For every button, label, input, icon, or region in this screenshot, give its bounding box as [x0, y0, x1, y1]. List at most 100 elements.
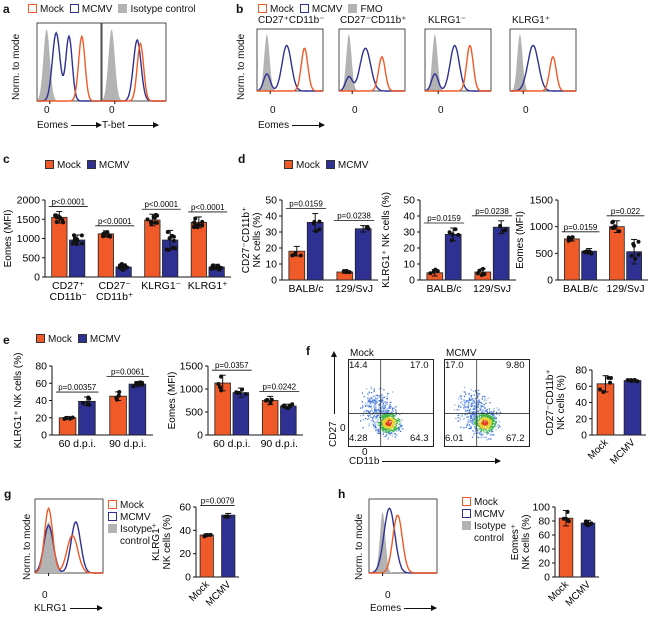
event-dot	[381, 414, 383, 417]
event-dot	[378, 406, 381, 408]
isotype-swatch-icon	[462, 521, 471, 530]
data-point	[601, 390, 606, 395]
event-dot	[388, 432, 390, 435]
event-dot	[377, 394, 379, 397]
event-dot	[470, 404, 472, 407]
event-dot	[472, 423, 475, 425]
event-dot	[382, 400, 384, 403]
event-dot	[480, 426, 482, 428]
event-dot	[458, 405, 460, 408]
event-dot	[486, 419, 488, 421]
panel-g-legend: Mock MCMV Isotype control	[108, 500, 152, 547]
event-dot	[370, 388, 372, 390]
legend-mock: Mock	[108, 500, 144, 511]
event-dot	[378, 407, 380, 409]
event-dot	[376, 415, 378, 417]
event-dot	[370, 401, 373, 403]
event-dot	[391, 417, 393, 419]
event-dot	[468, 424, 471, 426]
event-dot	[389, 405, 392, 407]
event-dot	[464, 399, 466, 401]
event-dot	[383, 418, 385, 420]
event-dot	[481, 423, 483, 425]
dotplot-title: MCMV	[446, 348, 477, 359]
arrow-right-icon	[292, 121, 326, 128]
event-dot	[486, 413, 488, 416]
event-dot	[361, 392, 364, 394]
event-dot	[385, 415, 387, 418]
data-point	[636, 252, 641, 257]
data-point	[612, 224, 617, 229]
data-point	[570, 235, 575, 240]
event-dot	[495, 413, 498, 415]
data-point	[240, 387, 245, 392]
event-dot	[389, 417, 391, 420]
event-dot	[385, 428, 388, 430]
event-dot	[369, 414, 371, 416]
event-dot	[376, 414, 379, 416]
event-dot	[385, 405, 387, 407]
event-dot	[386, 393, 389, 395]
event-dot	[472, 408, 474, 411]
event-dot	[389, 413, 391, 415]
event-dot	[457, 416, 459, 419]
event-dot	[490, 433, 492, 435]
zero-tick: 0	[270, 105, 276, 116]
event-dot	[485, 431, 487, 434]
event-dot	[365, 410, 367, 412]
event-dot	[397, 427, 399, 429]
xlabel-text: KLRG1	[34, 603, 67, 614]
isotype-curve	[369, 511, 437, 573]
event-dot	[470, 427, 472, 429]
event-dot	[492, 412, 494, 414]
mcmv-curve	[37, 31, 101, 102]
event-dot	[470, 411, 472, 414]
panel-d-legend: Mock MCMV	[284, 160, 368, 171]
legend-fmo: FMO	[348, 4, 383, 15]
arrow-right-icon	[69, 604, 103, 611]
event-dot	[480, 434, 482, 436]
event-dot	[364, 410, 366, 412]
data-point	[435, 269, 440, 274]
category-label: BALB/c	[563, 283, 598, 295]
event-dot	[489, 428, 491, 430]
event-dot	[459, 396, 461, 398]
event-dot	[379, 431, 381, 433]
p-value-label: p<0.0001	[51, 198, 85, 207]
mock-swatch-icon	[36, 334, 45, 343]
event-dot	[482, 412, 484, 414]
event-dot	[474, 408, 476, 410]
bar-mock	[261, 400, 279, 436]
event-dot	[456, 414, 459, 416]
event-dot	[367, 410, 369, 412]
event-dot	[365, 404, 368, 406]
histogram-a-eomes	[36, 22, 102, 104]
event-dot	[372, 401, 374, 403]
event-dot	[366, 401, 369, 404]
event-dot	[473, 427, 476, 429]
data-point	[589, 521, 594, 526]
event-dot	[381, 422, 383, 425]
event-dot	[389, 404, 391, 406]
event-dot	[378, 396, 380, 399]
y-tick-label: 0	[271, 275, 277, 287]
data-point	[482, 272, 487, 277]
event-dot	[473, 405, 476, 408]
legend-label: MCMV	[474, 509, 505, 520]
event-dot	[380, 407, 383, 409]
event-dot	[381, 429, 384, 432]
event-dot	[393, 428, 396, 431]
event-dot	[387, 426, 389, 429]
event-dot	[371, 397, 373, 399]
event-dot	[463, 404, 465, 406]
y-tick-label: 50	[265, 195, 277, 207]
event-dot	[488, 408, 491, 410]
event-dot	[474, 425, 477, 428]
data-point	[219, 388, 224, 393]
event-dot	[456, 409, 459, 411]
event-dot	[384, 427, 387, 429]
y-tick-label: 30	[403, 227, 415, 239]
data-point	[344, 270, 349, 275]
panel-h-ylabel: Norm. to mode	[354, 513, 365, 580]
event-dot	[384, 408, 386, 410]
